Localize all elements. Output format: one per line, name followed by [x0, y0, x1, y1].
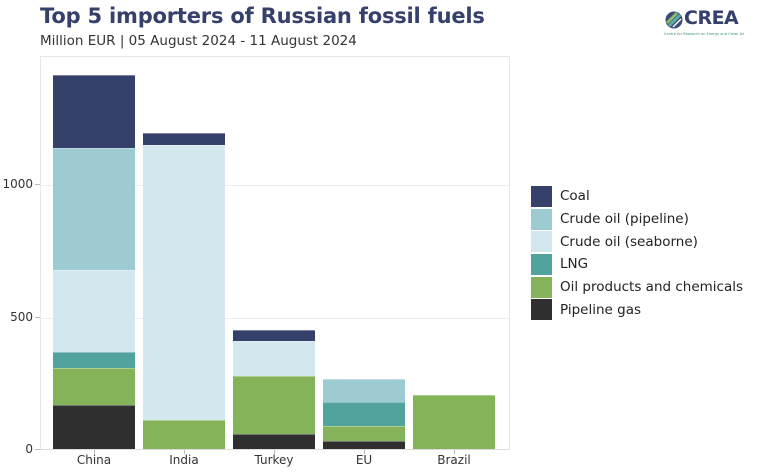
chart-subtitle: Million EUR | 05 August 2024 - 11 August…	[40, 33, 357, 49]
legend-label: Crude oil (seaborne)	[560, 233, 698, 250]
bar-segment-pipeline-gas[interactable]	[53, 405, 135, 449]
bar-segment-oil-products-and-chemicals[interactable]	[233, 376, 315, 434]
x-tick-label: Turkey	[254, 453, 294, 467]
y-tick-label: 0	[25, 442, 33, 456]
y-tick-mark	[35, 449, 40, 450]
x-tick-mark	[274, 450, 275, 454]
bar-segment-lng[interactable]	[323, 402, 405, 426]
legend-item[interactable]: Coal	[531, 185, 743, 208]
legend-item[interactable]: LNG	[531, 253, 743, 276]
y-tick-mark	[35, 316, 40, 318]
bar-segment-crude-oil-seaborne[interactable]	[233, 340, 315, 377]
x-tick-label: India	[169, 453, 199, 467]
bar-segment-crude-oil-seaborne[interactable]	[53, 270, 135, 352]
bar-segment-coal[interactable]	[143, 133, 225, 146]
x-tick-mark	[454, 450, 455, 454]
legend-swatch-icon	[531, 208, 552, 230]
bar-segment-oil-products-and-chemicals[interactable]	[323, 425, 405, 442]
bar-segment-crude-oil-pipeline[interactable]	[323, 379, 405, 403]
y-tick-mark	[35, 184, 40, 185]
legend-item[interactable]: Crude oil (seaborne)	[531, 230, 743, 253]
bar-segment-coal[interactable]	[233, 330, 315, 341]
bar-segment-oil-products-and-chemicals[interactable]	[143, 420, 225, 449]
legend-item[interactable]: Crude oil (pipeline)	[531, 208, 743, 231]
legend-label: Oil products and chemicals	[560, 279, 744, 296]
legend-swatch-icon	[531, 231, 552, 253]
y-tick-label: 500	[10, 309, 33, 324]
bar-segment-coal[interactable]	[53, 75, 135, 148]
legend-swatch-icon	[531, 253, 552, 275]
x-tick-mark	[94, 450, 95, 454]
gridline	[41, 317, 509, 319]
bar-segment-lng[interactable]	[53, 352, 135, 368]
legend-swatch-icon	[531, 185, 552, 207]
bar-segment-oil-products-and-chemicals[interactable]	[413, 394, 495, 449]
y-tick-label: 1000	[2, 177, 33, 191]
bar-segment-pipeline-gas[interactable]	[323, 441, 405, 449]
legend-label: Pipeline gas	[560, 301, 641, 318]
legend-swatch-icon	[531, 276, 552, 298]
x-axis-line	[40, 449, 510, 450]
legend-label: LNG	[560, 256, 589, 273]
crea-logo: CREA Centre for Research on Energy and C…	[664, 7, 758, 40]
plot-area	[40, 56, 510, 449]
legend-item[interactable]: Pipeline gas	[531, 298, 743, 321]
legend-label: Crude oil (pipeline)	[560, 211, 689, 228]
logo-text: CREA	[684, 7, 739, 29]
gridline	[41, 185, 509, 186]
x-tick-label: EU	[355, 453, 373, 467]
bar-segment-pipeline-gas[interactable]	[233, 433, 315, 449]
legend-swatch-icon	[531, 299, 552, 321]
x-tick-mark	[184, 450, 185, 454]
bar-segment-crude-oil-seaborne[interactable]	[143, 145, 225, 421]
crea-leaf-icon	[665, 11, 683, 29]
chart-title: Top 5 importers of Russian fossil fuels	[40, 4, 485, 28]
legend: Coal Crude oil (pipeline) Crude oil (seabo…	[531, 185, 743, 321]
logo-tagline: Centre for Research on Energy and Clean …	[664, 32, 745, 36]
x-tick-label: Brazil	[437, 453, 471, 467]
legend-item[interactable]: Oil products and chemicals	[531, 276, 743, 299]
x-tick-mark	[364, 450, 365, 454]
bar-segment-crude-oil-pipeline[interactable]	[53, 147, 135, 271]
legend-label: Coal	[560, 188, 590, 205]
bar-segment-oil-products-and-chemicals[interactable]	[53, 367, 135, 405]
x-tick-label: China	[76, 453, 112, 467]
